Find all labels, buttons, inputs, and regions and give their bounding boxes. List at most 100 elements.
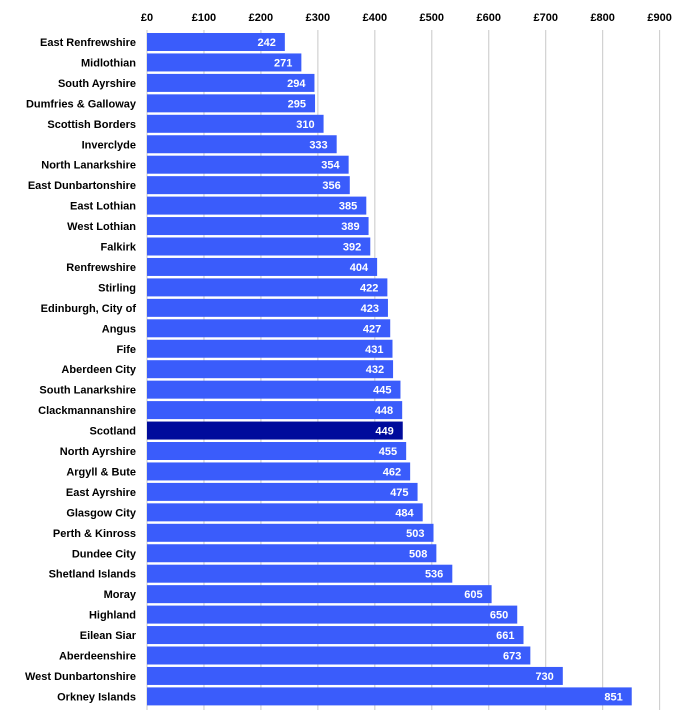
category-label: East Ayrshire (66, 487, 136, 499)
value-label: 392 (343, 242, 361, 254)
value-label: 508 (409, 548, 427, 560)
bars (147, 33, 632, 706)
category-label: North Ayrshire (60, 446, 136, 458)
value-label: 431 (365, 344, 383, 356)
value-label: 385 (339, 201, 357, 213)
bar (147, 298, 388, 317)
category-label: West Dunbartonshire (25, 671, 136, 683)
bar (147, 462, 411, 481)
category-label: Dumfries & Galloway (26, 98, 137, 110)
value-label: 295 (288, 98, 306, 110)
bar (147, 503, 423, 522)
category-label: East Dunbartonshire (28, 180, 136, 192)
bar (147, 482, 418, 501)
value-label: 605 (464, 589, 482, 601)
category-labels: East Renfrewshire Midlothian South Ayrshir… (25, 37, 137, 703)
bar (147, 114, 324, 133)
bar (147, 626, 524, 645)
category-label: Perth & Kinross (53, 528, 136, 540)
bar (147, 666, 563, 685)
bar (147, 176, 350, 195)
category-label: Shetland Islands (49, 569, 136, 581)
category-label: West Lothian (67, 221, 136, 233)
bar (147, 33, 285, 51)
value-label: 404 (350, 262, 369, 274)
category-label: Aberdeenshire (59, 651, 136, 663)
value-label: 455 (379, 446, 397, 458)
value-label: 294 (287, 78, 306, 90)
x-tick-label: £500 (420, 12, 444, 24)
value-label: 422 (360, 282, 378, 294)
value-label: 661 (496, 630, 514, 642)
value-label: 333 (309, 139, 327, 151)
bar (147, 257, 378, 276)
value-label: 427 (363, 323, 381, 335)
value-label: 389 (341, 221, 359, 233)
category-label: East Lothian (70, 201, 136, 213)
bar (147, 687, 632, 706)
category-label: Orkney Islands (57, 691, 136, 703)
bar (147, 605, 518, 624)
bar (147, 360, 394, 379)
bar (147, 585, 492, 604)
value-label: 462 (383, 466, 401, 478)
value-label: 449 (375, 426, 393, 438)
category-label: Falkirk (101, 242, 137, 254)
value-label: 432 (366, 364, 384, 376)
value-label: 242 (257, 37, 275, 49)
category-label: Dundee City (72, 548, 137, 560)
category-label: Edinburgh, City of (41, 303, 137, 315)
bar (147, 523, 434, 542)
bar (147, 380, 401, 399)
value-label: 354 (321, 160, 340, 172)
category-label: Scottish Borders (47, 119, 136, 131)
bar (147, 564, 453, 583)
value-label: 423 (361, 303, 379, 315)
category-label: Stirling (98, 282, 136, 294)
bar (147, 196, 367, 215)
category-label: South Ayrshire (58, 78, 136, 90)
category-label: Eilean Siar (80, 630, 137, 642)
value-label: 310 (296, 119, 314, 131)
x-tick-label: £200 (249, 12, 273, 24)
bar-scotland (147, 421, 403, 440)
category-label: Scotland (90, 426, 136, 438)
bar (147, 442, 407, 460)
category-label: Argyll & Bute (66, 466, 136, 478)
value-label: 851 (604, 691, 622, 703)
category-label: East Renfrewshire (40, 37, 136, 49)
x-tick-label: £600 (477, 12, 501, 24)
x-tick-label: £800 (590, 12, 614, 24)
category-label: Clackmannanshire (38, 405, 136, 417)
bar (147, 217, 369, 236)
category-label: Angus (102, 323, 136, 335)
value-label: 475 (390, 487, 408, 499)
bar (147, 278, 388, 297)
bar (147, 73, 315, 92)
value-label: 448 (375, 405, 393, 417)
x-axis-ticks: £0 £100 £200 £300 £400 £500 £600 £700 £800 £900 (141, 12, 672, 24)
bar (147, 319, 391, 338)
value-label: 445 (373, 385, 391, 397)
value-labels: 242 271 294 295 310 333 354 356 385 389 392 404 422 4… (257, 37, 622, 703)
value-label: 484 (395, 507, 414, 519)
x-tick-label: £700 (533, 12, 557, 24)
bar (147, 155, 349, 174)
bar (147, 53, 302, 72)
value-label: 730 (535, 671, 553, 683)
bar (147, 646, 531, 665)
category-label: Moray (104, 589, 137, 601)
category-label: South Lanarkshire (39, 385, 136, 397)
x-tick-label: £900 (647, 12, 671, 24)
x-tick-label: £0 (141, 12, 153, 24)
bar (147, 237, 371, 256)
category-label: Renfrewshire (66, 262, 136, 274)
category-label: Fife (116, 344, 136, 356)
bar (147, 339, 393, 358)
bar (147, 94, 316, 113)
category-label: Aberdeen City (61, 364, 136, 376)
value-label: 650 (490, 610, 508, 622)
value-label: 356 (322, 180, 340, 192)
value-label: 503 (406, 528, 424, 540)
